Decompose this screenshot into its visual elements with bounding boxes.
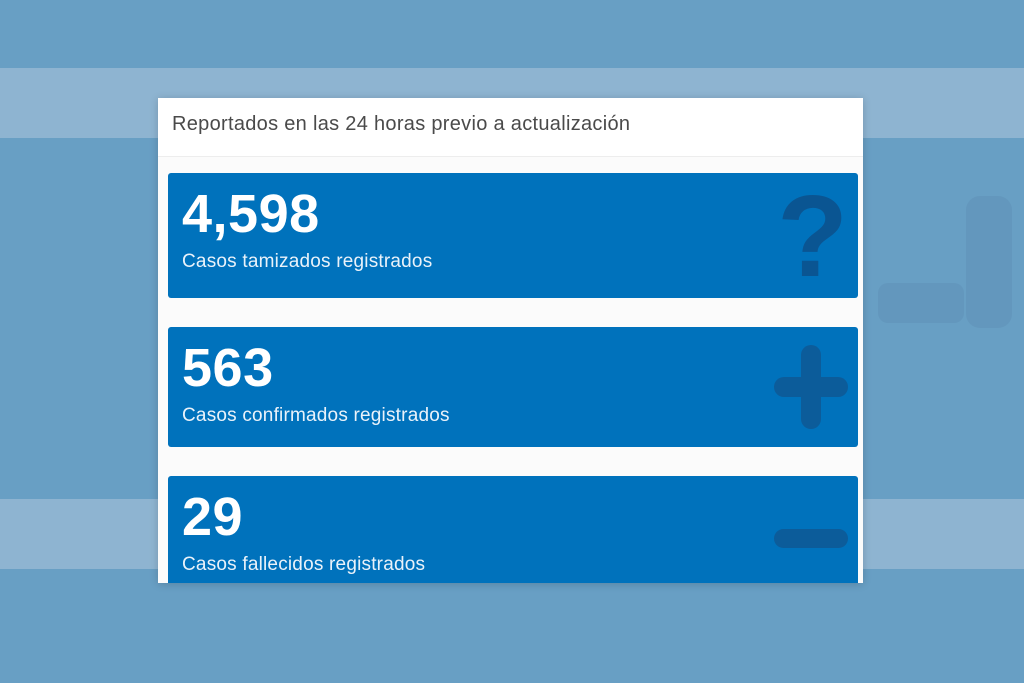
plus-icon bbox=[774, 327, 848, 447]
stat-label-confirmados: Casos confirmados registrados bbox=[182, 405, 450, 426]
question-mark-glyph: ? bbox=[777, 173, 848, 298]
stat-label-fallecidos: Casos fallecidos registrados bbox=[182, 554, 426, 575]
panel-title: Reportados en las 24 horas previo a actu… bbox=[172, 113, 631, 135]
stat-card-tamizados[interactable]: 4,598 Casos tamizados registrados ? bbox=[168, 173, 858, 298]
stats-panel: Reportados en las 24 horas previo a actu… bbox=[158, 98, 863, 583]
background-ghost-shape-horizontal bbox=[878, 283, 964, 323]
stat-value-confirmados: 563 bbox=[182, 338, 274, 398]
minus-icon bbox=[774, 476, 848, 583]
stat-label-tamizados: Casos tamizados registrados bbox=[182, 251, 433, 272]
stat-value-tamizados: 4,598 bbox=[182, 184, 320, 244]
stat-card-fallecidos[interactable]: 29 Casos fallecidos registrados bbox=[168, 476, 858, 583]
background-ghost-shape-vertical bbox=[966, 196, 1012, 328]
question-mark-icon: ? bbox=[777, 173, 848, 298]
stat-value-fallecidos: 29 bbox=[182, 487, 244, 547]
stat-card-confirmados[interactable]: 563 Casos confirmados registrados bbox=[168, 327, 858, 447]
panel-header: Reportados en las 24 horas previo a actu… bbox=[158, 98, 863, 157]
